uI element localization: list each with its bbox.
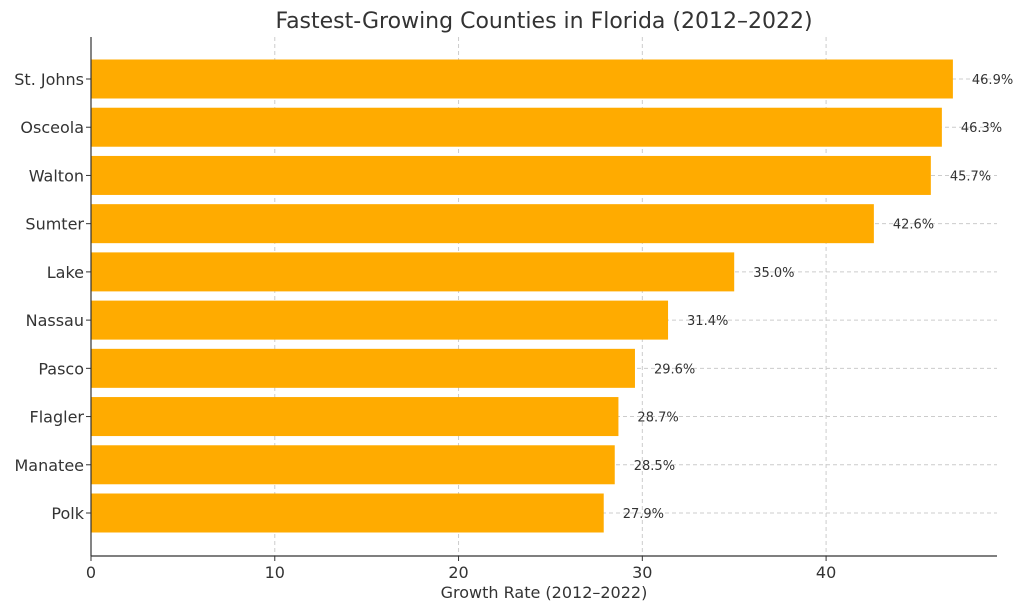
y-tick-label: Pasco xyxy=(38,359,84,378)
data-label: 29.6% xyxy=(654,362,695,377)
y-tick-label: Nassau xyxy=(26,311,84,330)
chart-title: Fastest-Growing Counties in Florida (201… xyxy=(275,9,812,34)
x-axis-label: Growth Rate (2012–2022) xyxy=(441,583,648,602)
bar xyxy=(91,204,874,244)
data-label: 27.9% xyxy=(623,507,664,522)
y-tick-label: Polk xyxy=(51,504,84,523)
x-tick-label: 40 xyxy=(816,563,836,582)
data-label: 46.9% xyxy=(972,73,1013,88)
y-tick-label: Manatee xyxy=(14,456,84,475)
y-tick-label: St. Johns xyxy=(14,70,84,89)
bar xyxy=(91,59,953,99)
y-tick-label: Lake xyxy=(47,263,84,282)
y-tick-label: Flagler xyxy=(30,408,85,427)
bar xyxy=(91,445,615,485)
data-label: 31.4% xyxy=(687,314,728,329)
data-label: 35.0% xyxy=(753,266,794,281)
x-tick-label: 30 xyxy=(632,563,652,582)
bar xyxy=(91,155,931,195)
bar xyxy=(91,397,619,437)
bar xyxy=(91,300,669,340)
x-tick-label: 0 xyxy=(86,563,96,582)
bar xyxy=(91,252,735,292)
x-tick-label: 20 xyxy=(448,563,468,582)
y-tick-label: Osceola xyxy=(20,118,84,137)
data-label: 28.5% xyxy=(634,459,675,474)
y-tick-label: Sumter xyxy=(25,215,84,234)
data-label: 46.3% xyxy=(961,121,1002,136)
bar xyxy=(91,493,604,533)
bar xyxy=(91,348,635,388)
data-label: 28.7% xyxy=(637,411,678,426)
bar xyxy=(91,107,942,147)
data-label: 42.6% xyxy=(893,218,934,233)
data-label: 45.7% xyxy=(950,169,991,184)
x-tick-label: 10 xyxy=(265,563,285,582)
y-tick-label: Walton xyxy=(29,166,84,185)
